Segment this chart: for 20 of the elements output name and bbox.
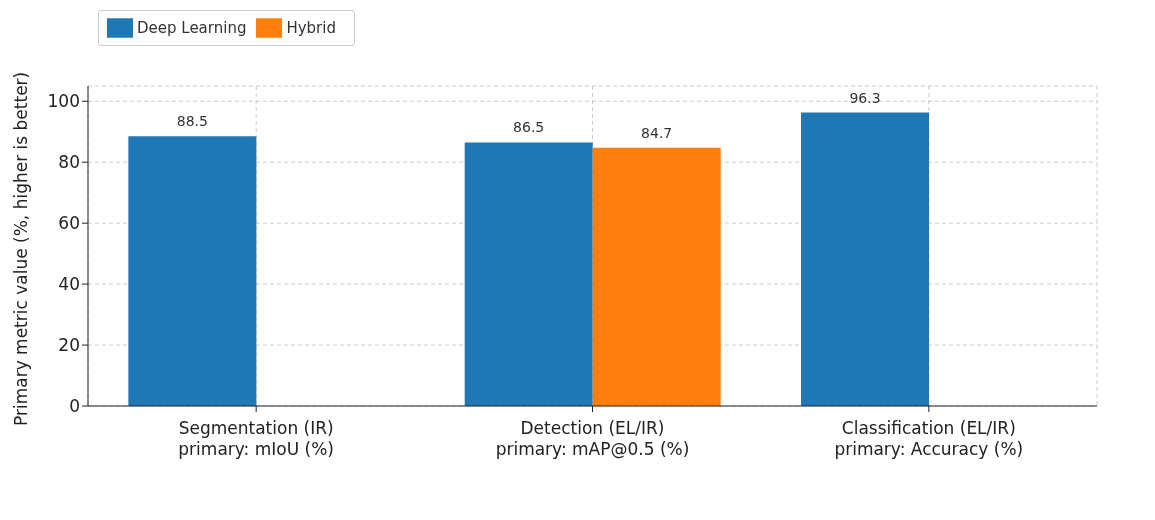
data-label: 96.3 <box>849 89 881 106</box>
data-label: 86.5 <box>513 119 545 136</box>
y-tick-label: 100 <box>47 91 80 112</box>
y-tick-label: 0 <box>69 396 80 417</box>
y-tick-label: 80 <box>58 152 80 173</box>
bar <box>128 136 257 406</box>
bar <box>801 112 930 406</box>
y-axis-title: Primary metric value (%, higher is better) <box>11 71 32 426</box>
y-tick-label: 20 <box>58 335 80 356</box>
legend-label: Hybrid <box>286 18 336 37</box>
y-tick-label: 40 <box>58 274 80 295</box>
bar <box>464 142 593 406</box>
x-tick-label: Detection (EL/IR) primary: mAP@0.5 (%) <box>495 418 690 459</box>
bar <box>592 147 721 406</box>
legend-label: Deep Learning <box>137 18 247 37</box>
x-tick-label: Segmentation (IR) primary: mIoU (%) <box>178 418 334 459</box>
x-tick-label: Classification (EL/IR) primary: Accuracy (%) <box>834 418 1024 459</box>
y-tick-label: 60 <box>58 213 80 234</box>
data-label: 88.5 <box>176 113 208 130</box>
data-label: 84.7 <box>641 124 673 141</box>
